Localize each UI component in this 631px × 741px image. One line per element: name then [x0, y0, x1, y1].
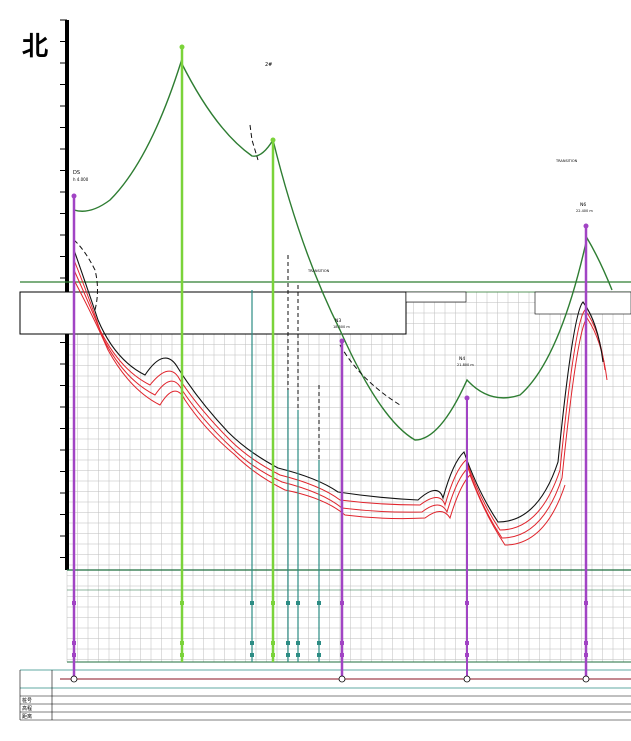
- pole-marker: [72, 601, 76, 605]
- svg-text:TRANSITION: TRANSITION: [307, 269, 330, 273]
- pole-marker: [286, 601, 290, 605]
- pole-marker: [296, 653, 300, 657]
- svg-text:18.500 m: 18.500 m: [333, 325, 350, 329]
- transition-annotation-right: TRANSITION: [555, 159, 578, 163]
- pole-marker: [317, 641, 321, 645]
- pole-marker: [271, 641, 275, 645]
- pole-marker: [465, 641, 469, 645]
- pole-marker: [296, 601, 300, 605]
- info-box-right: [405, 291, 467, 303]
- pole-marker: [180, 601, 184, 605]
- svg-text:2#: 2#: [265, 62, 272, 68]
- pole-marker: [340, 641, 344, 645]
- info-box-far: [534, 291, 631, 315]
- pole-marker: [340, 601, 344, 605]
- pole-marker: [250, 641, 254, 645]
- pole-marker: [317, 601, 321, 605]
- svg-text:N6: N6: [580, 202, 586, 208]
- svg-text:距离: 距离: [22, 713, 32, 720]
- pole-marker: [584, 653, 588, 657]
- pole-marker: [584, 601, 588, 605]
- pole-marker: [465, 601, 469, 605]
- pole-marker: [250, 601, 254, 605]
- pole-marker: [72, 641, 76, 645]
- pole-marker: [271, 601, 275, 605]
- north-label: 北: [22, 32, 49, 62]
- teal-lines: [251, 290, 320, 662]
- svg-text:TRANSITION: TRANSITION: [555, 159, 578, 163]
- transition-annotation-mid: TRANSITION: [307, 269, 330, 273]
- bottom-table: 桩号 高程 距离: [19, 670, 631, 721]
- green-envelope-curve: [73, 60, 613, 441]
- pole-marker: [286, 653, 290, 657]
- black-dashed-curve: [73, 239, 98, 311]
- pole-marker: [584, 641, 588, 645]
- svg-text:N4: N4: [459, 356, 465, 362]
- tower-label-T3: N3 18.500 m: [333, 318, 350, 329]
- purple-poles: [71, 193, 589, 679]
- pole-marker: [271, 653, 275, 657]
- svg-text:DS: DS: [73, 170, 80, 176]
- tower-label-T4: N4 21.800 m: [457, 356, 474, 367]
- pole-marker: [340, 653, 344, 657]
- green-poles: [179, 44, 276, 662]
- svg-text:N3: N3: [335, 318, 341, 324]
- svg-text:桩号: 桩号: [22, 697, 32, 704]
- tower-label-T1: DS h 4.000: [73, 170, 89, 182]
- pole-marker: [72, 653, 76, 657]
- pole-marker: [317, 653, 321, 657]
- pole-marker: [465, 653, 469, 657]
- ring-markers: [70, 675, 590, 683]
- lower-markers: [72, 601, 588, 657]
- grid: [66, 291, 631, 662]
- pole-marker: [296, 641, 300, 645]
- dashed-teal: [287, 255, 320, 460]
- pole-marker: [286, 641, 290, 645]
- pole-marker: [180, 641, 184, 645]
- svg-text:22.400 m: 22.400 m: [576, 209, 593, 213]
- svg-text:h 4.000: h 4.000: [73, 177, 89, 182]
- terrain-profile: [73, 249, 608, 546]
- svg-text:21.800 m: 21.800 m: [457, 363, 474, 367]
- black-dashed-curve-3: [339, 344, 401, 406]
- tower-label-T6: N6 22.400 m: [576, 202, 593, 213]
- pole-marker: [180, 653, 184, 657]
- pole-marker: [250, 653, 254, 657]
- tower-label-T2: 2#: [265, 62, 272, 68]
- svg-text:高程: 高程: [22, 705, 32, 712]
- axis-ticks: [60, 19, 67, 558]
